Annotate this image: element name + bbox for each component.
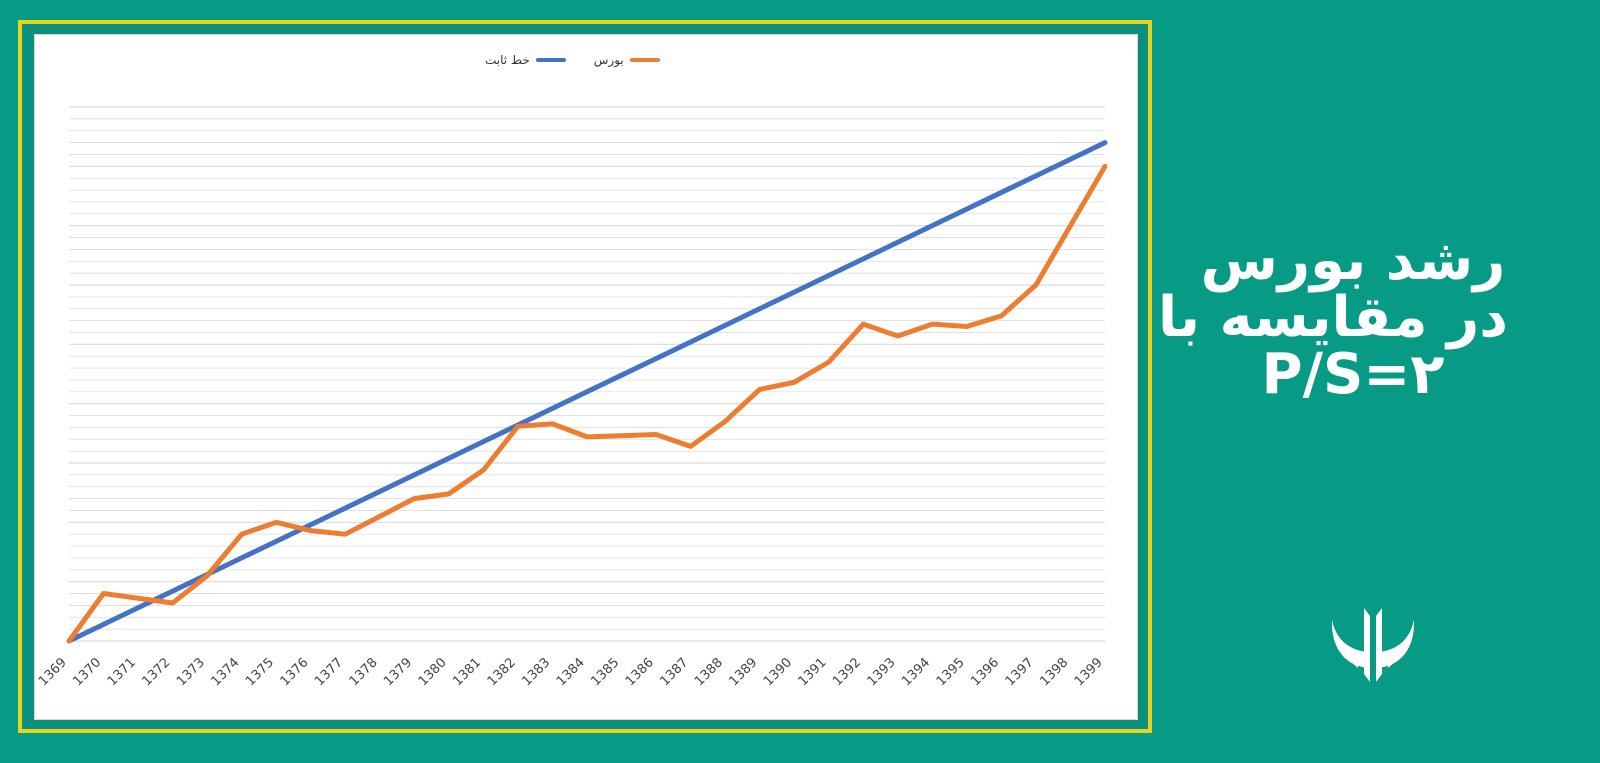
x-axis-label: 1371 xyxy=(105,655,139,689)
legend-stock-swatch xyxy=(629,58,660,62)
x-axis-label: 1381 xyxy=(450,655,484,689)
fixed-line-series xyxy=(66,140,1108,644)
bull-horns-icon xyxy=(1331,608,1415,682)
x-axis-label: 1383 xyxy=(519,655,553,689)
x-axis-label: 1398 xyxy=(1037,655,1071,689)
x-axis-label: 1374 xyxy=(208,655,242,689)
x-axis-label: 1389 xyxy=(726,655,760,689)
legend-item-stock: بورس xyxy=(594,53,660,67)
x-axis-label: 1399 xyxy=(1072,655,1106,689)
legend-fixed-line-label: خط ثابت xyxy=(485,53,530,67)
grid-lines xyxy=(69,106,1105,642)
x-axis-label: 1395 xyxy=(934,655,968,689)
x-axis-label: 1377 xyxy=(312,655,346,689)
x-axis-label: 1382 xyxy=(485,655,519,689)
growth-chart-svg: 1369 1370 1371 1372 1373 1374 1375 1376 1377 1378… xyxy=(36,106,1108,689)
x-axis-label: 1386 xyxy=(623,655,657,689)
x-axis-label: 1378 xyxy=(347,655,381,689)
legend-fixed-line-swatch xyxy=(535,58,566,62)
x-axis-label: 1379 xyxy=(381,655,415,689)
line-chart-panel: 1369 1370 1371 1372 1373 1374 1375 1376 1377 1378… xyxy=(34,34,1138,720)
title-line-1: رشد بورس xyxy=(1200,228,1506,293)
x-axis-label: 1391 xyxy=(796,655,830,689)
title-line-3: P/S=۲ xyxy=(1261,342,1445,408)
x-axis-label: 1390 xyxy=(761,655,795,689)
x-axis-label: 1397 xyxy=(1003,655,1037,689)
x-axis-label: 1396 xyxy=(968,655,1002,689)
x-axis-label: 1392 xyxy=(830,655,864,689)
x-axis-label: 1394 xyxy=(899,655,933,689)
x-axis-label: 1384 xyxy=(554,655,588,689)
x-axis-label: 1372 xyxy=(139,655,173,689)
page-title: رشد بورس در مقایسه با P/S=۲ xyxy=(1158,228,1508,408)
x-axis-labels: 1369 1370 1371 1372 1373 1374 1375 1376 1377 1378… xyxy=(36,655,1106,689)
x-axis-label: 1376 xyxy=(278,655,312,689)
x-axis-label: 1375 xyxy=(243,655,277,689)
x-axis-label: 1380 xyxy=(416,655,450,689)
x-axis-label: 1388 xyxy=(692,655,726,689)
legend-item-fixed-line: خط ثابت xyxy=(485,53,566,67)
legend-stock-label: بورس xyxy=(593,53,624,67)
chart-legend: بورس خط ثابت xyxy=(485,53,660,67)
series-lines xyxy=(66,140,1108,644)
x-axis-label: 1387 xyxy=(657,655,691,689)
x-axis-label: 1369 xyxy=(36,655,70,689)
x-axis-label: 1370 xyxy=(70,655,104,689)
title-line-2: در مقایسه با xyxy=(1158,285,1508,351)
x-axis-label: 1393 xyxy=(865,655,899,689)
x-axis-label: 1373 xyxy=(174,655,208,689)
stock-series-line xyxy=(66,163,1108,644)
x-axis-label: 1385 xyxy=(588,655,622,689)
